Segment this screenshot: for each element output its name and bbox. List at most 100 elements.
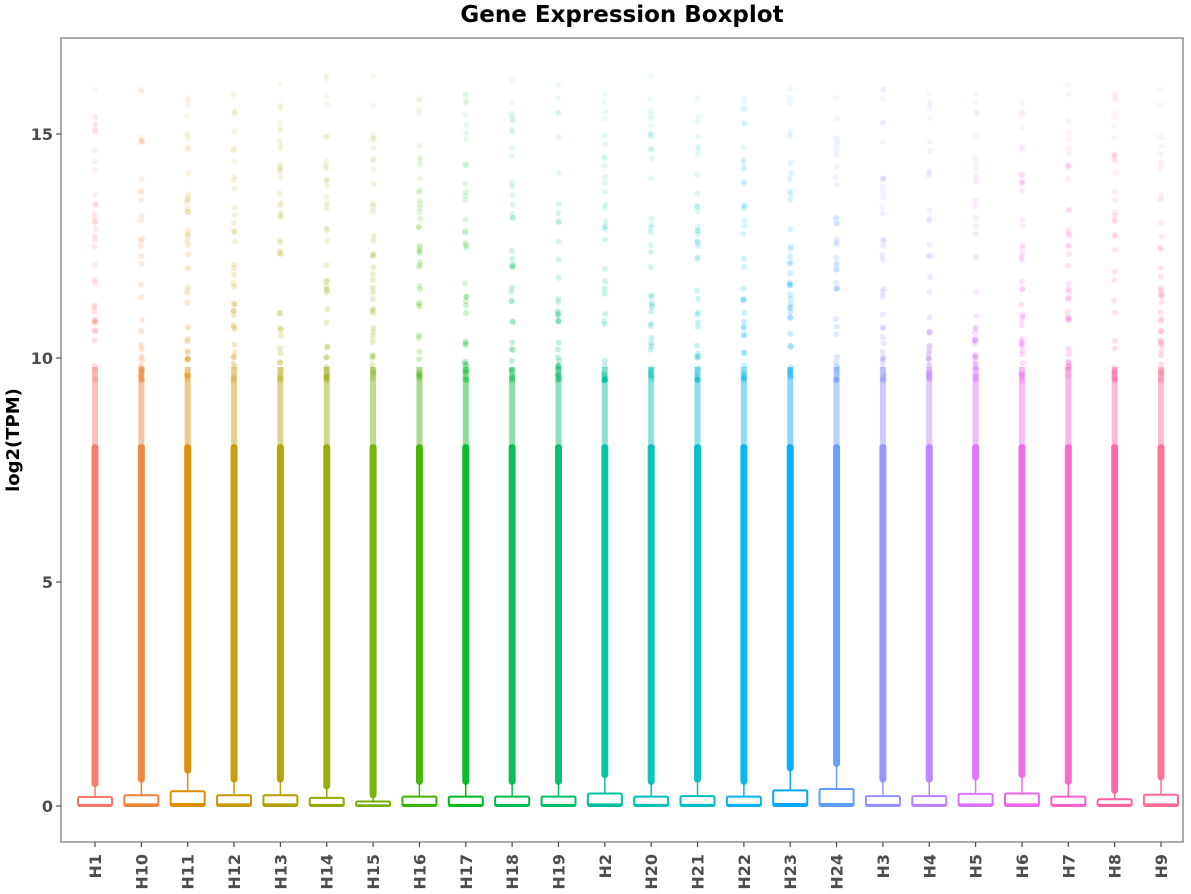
outlier-point [231,261,238,268]
outlier-point [185,241,192,248]
outlier-point [740,157,747,164]
outlier-point [369,355,376,362]
outlier-point [554,365,561,372]
outlier-point [879,376,886,383]
outlier-point [462,196,469,203]
outlier-point [1018,342,1025,349]
outlier-point [1065,164,1072,171]
outlier-point [647,367,654,374]
outlier-point [832,240,839,247]
outlier-point [880,236,887,243]
outlier-point [647,107,654,114]
outlier-point [137,139,144,146]
outlier-point [277,128,284,135]
outlier-point [323,158,330,165]
outlier-point [509,201,516,208]
x-tick-label: H20 [642,854,661,890]
outlier-point [1157,369,1164,376]
outlier-point [1064,227,1071,234]
outlier-point [833,260,840,267]
outlier-point [369,271,376,278]
outlier-point [648,122,655,129]
outlier-point [1065,243,1072,250]
outlier-point [648,373,655,380]
outlier-point [786,304,793,311]
outlier-point [647,96,654,103]
outlier-point [926,347,933,354]
outlier-point [972,352,979,359]
outlier-point [1111,216,1118,223]
outlier-point [926,374,933,381]
outlier-point [416,209,423,216]
outlier-point [462,92,469,99]
outlier-point [463,136,470,143]
outlier-point [926,241,933,248]
outlier-point [509,376,516,383]
outlier-point [740,95,747,102]
outlier-point [833,362,840,369]
outlier-point [648,320,655,327]
outlier-point [786,175,793,182]
outlier-point [508,367,515,374]
outlier-point [1157,361,1164,368]
outlier-point [138,367,145,374]
outlier-point [369,307,376,314]
outlier-point [695,231,702,238]
outlier-point [1111,212,1118,219]
outlier-point [787,364,794,371]
x-tick-label: H7 [1059,854,1078,879]
outlier-point [694,171,701,178]
outlier-point [91,308,98,315]
outlier-point [417,215,424,222]
outlier-point [1065,91,1072,98]
outlier-point [370,250,377,257]
outlier-point [926,167,933,174]
outlier-point [370,237,377,244]
outlier-point [91,113,98,120]
outlier-point [231,128,238,135]
outlier-point [277,102,284,109]
outlier-point [833,377,840,384]
outlier-point [787,295,794,302]
outlier-point [462,368,469,375]
outlier-point [230,324,237,331]
outlier-point [323,133,330,140]
outlier-point [184,232,191,239]
outlier-point [184,231,191,238]
outlier-point [278,366,285,373]
outlier-point [648,375,655,382]
outlier-point [926,314,933,321]
outlier-point [277,160,284,167]
outlier-point [694,239,701,246]
outlier-point [925,343,932,350]
outlier-point [1065,149,1072,156]
outlier-point [323,319,330,326]
outlier-point [138,175,145,182]
x-tick-label: H9 [1152,854,1171,879]
outlier-point [137,217,144,224]
outlier-point [741,263,748,270]
outlier-point [277,372,284,379]
outlier-point [1019,250,1026,257]
outlier-point [1112,209,1119,216]
outlier-point [369,289,376,296]
outlier-point [1019,347,1026,354]
outlier-point [695,309,702,316]
outlier-point [695,319,702,326]
outlier-point [879,365,886,372]
outlier-point [416,175,423,182]
outlier-point [92,86,98,93]
outlier-point [91,276,98,283]
outlier-point [694,146,701,153]
y-tick-label: 15 [31,125,53,144]
outlier-point [276,310,283,317]
outlier-point [787,170,794,177]
outlier-point [601,375,608,382]
outlier-point [509,347,516,354]
outlier-point [324,277,331,284]
outlier-point [973,313,980,320]
outlier-point [741,202,748,209]
outlier-point [137,281,144,288]
outlier-point [231,107,238,114]
chart-title: Gene Expression Boxplot [460,2,784,28]
